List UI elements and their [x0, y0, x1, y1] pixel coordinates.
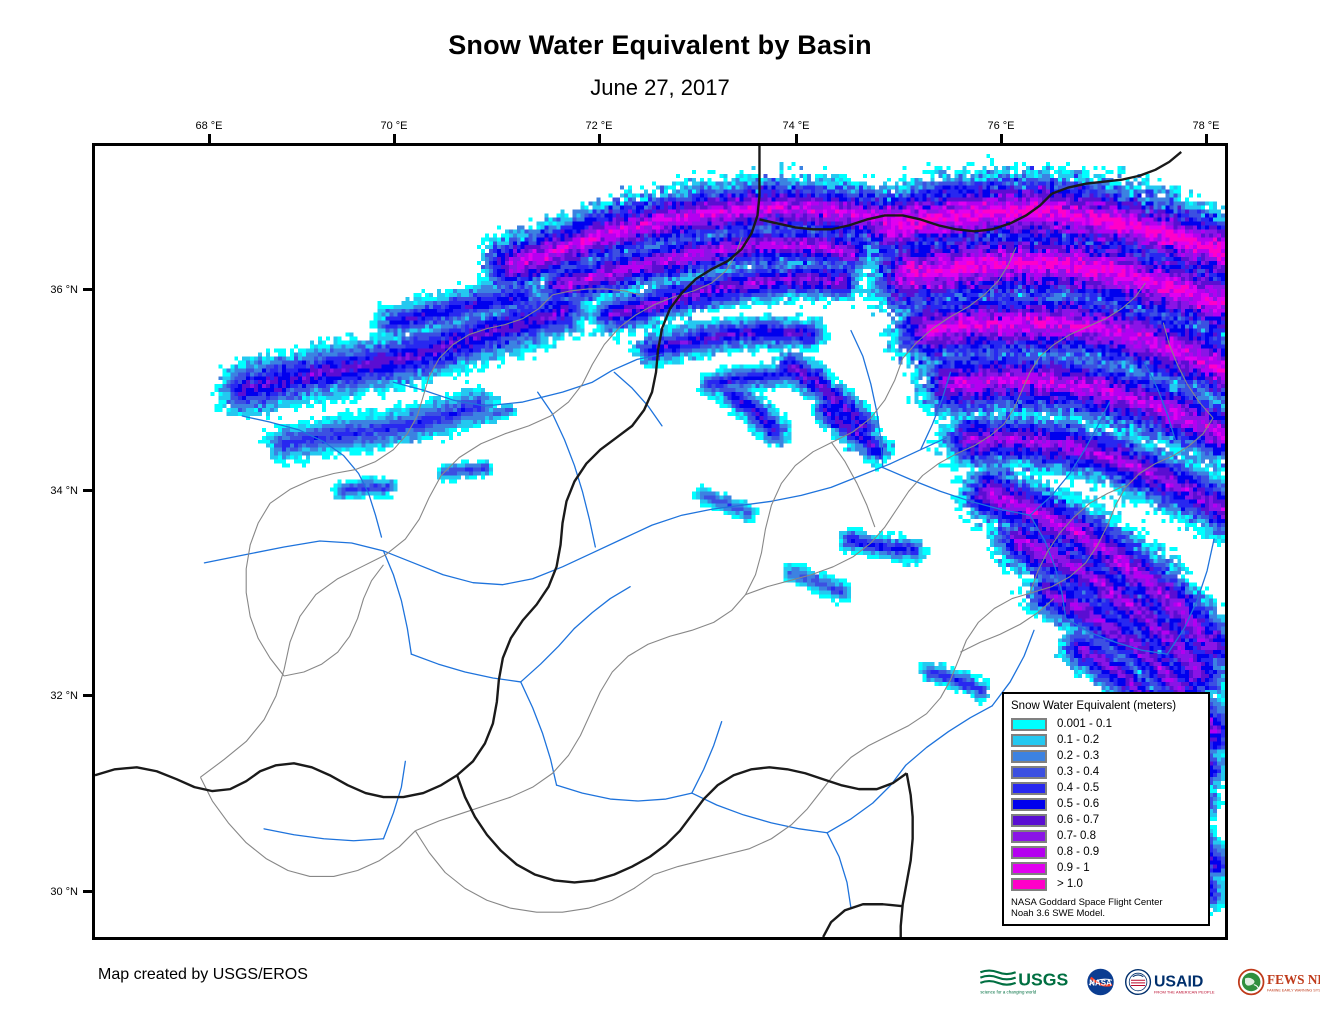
tick-mark-lon-76 [1000, 134, 1003, 143]
legend-swatch [1011, 845, 1047, 859]
legend-label: 0.3 - 0.4 [1057, 766, 1100, 778]
svg-text:USGS: USGS [1018, 970, 1068, 990]
fewsnet-logo: FEWS NET FAMINE EARLY WARNING SYSTEMS NE… [1237, 968, 1320, 996]
legend-class-list: 0.001 - 0.1 0.1 - 0.2 0.2 - 0.3 0.3 - 0.4 0.… [1011, 716, 1201, 892]
rivers-layer [203, 329, 1215, 909]
legend-swatch [1011, 813, 1047, 827]
tick-mark-lon-72 [598, 134, 601, 143]
swe-class-8 [309, 185, 1225, 742]
tick-label-lon-78: 78 °E [1192, 120, 1220, 132]
svg-text:science for a changing world: science for a changing world [980, 989, 1036, 994]
page-subtitle: June 27, 2017 [590, 75, 730, 100]
legend-row: > 1.0 [1011, 876, 1201, 892]
legend-label: 0.7- 0.8 [1057, 830, 1096, 842]
tick-mark-lat-30 [83, 890, 92, 893]
country-borders-layer [95, 146, 1182, 937]
legend-row: 0.2 - 0.3 [1011, 748, 1201, 764]
legend-swatch [1011, 765, 1047, 779]
nasa-logo: NASA [1087, 968, 1114, 996]
basin-boundaries-layer [199, 237, 1214, 913]
legend-row: 0.5 - 0.6 [1011, 796, 1201, 812]
legend-label: 0.9 - 1 [1057, 862, 1090, 874]
swe-class-10 [524, 201, 1225, 536]
legend-row: 0.8 - 0.9 [1011, 844, 1201, 860]
tick-label-lat-34: 34 °N [50, 485, 78, 497]
legend-row: 0.1 - 0.2 [1011, 732, 1201, 748]
legend-swatch [1011, 861, 1047, 875]
legend-label: 0.5 - 0.6 [1057, 798, 1100, 810]
legend-label: 0.1 - 0.2 [1057, 734, 1100, 746]
swe-class-4 [230, 165, 1225, 901]
svg-text:FAMINE EARLY WARNING SYSTEMS N: FAMINE EARLY WARNING SYSTEMS NETWORK [1267, 989, 1320, 993]
tick-mark-lon-74 [795, 134, 798, 143]
legend-row: 0.3 - 0.4 [1011, 764, 1201, 780]
logo-bar: USGS science for a changing world NASA U… [978, 965, 1320, 999]
tick-label-lat-36: 36 °N [50, 284, 78, 296]
legend-swatch [1011, 781, 1047, 795]
tick-mark-lat-32 [83, 694, 92, 697]
tick-label-lon-68: 68 °E [195, 120, 223, 132]
legend-title: Snow Water Equivalent (meters) [1011, 700, 1177, 712]
svg-text:FROM THE AMERICAN PEOPLE: FROM THE AMERICAN PEOPLE [1154, 989, 1215, 994]
legend-label: 0.6 - 0.7 [1057, 814, 1100, 826]
tick-mark-lon-68 [208, 134, 211, 143]
footer-credit: Map created by USGS/EROS [98, 966, 308, 983]
legend-label: 0.2 - 0.3 [1057, 750, 1100, 762]
legend-swatch [1011, 749, 1047, 763]
tick-label-lon-76: 76 °E [987, 120, 1015, 132]
tick-label-lon-72: 72 °E [585, 120, 613, 132]
tick-label-lat-32: 32 °N [50, 690, 78, 702]
swe-class-9 [508, 201, 1225, 671]
swe-class-5 [234, 177, 1225, 897]
tick-mark-lon-70 [393, 134, 396, 143]
legend-row: 0.9 - 1 [1011, 860, 1201, 876]
legend-label: > 1.0 [1057, 878, 1083, 890]
usgs-logo: USGS science for a changing world [979, 969, 1068, 994]
legend-row: 0.4 - 0.5 [1011, 780, 1201, 796]
svg-text:FEWS NET: FEWS NET [1267, 972, 1320, 987]
tick-label-lat-30: 30 °N [50, 886, 78, 898]
svg-text:NASA: NASA [1089, 979, 1112, 988]
svg-text:USAID: USAID [1154, 973, 1203, 990]
legend-row: 0.7- 0.8 [1011, 828, 1201, 844]
tick-mark-lat-36 [83, 288, 92, 291]
legend-label: 0.001 - 0.1 [1057, 718, 1112, 730]
tick-mark-lat-34 [83, 489, 92, 492]
legend-label: 0.4 - 0.5 [1057, 782, 1100, 794]
page-title: Snow Water Equivalent by Basin [448, 30, 872, 60]
legend-swatch [1011, 797, 1047, 811]
legend-label: 0.8 - 0.9 [1057, 846, 1100, 858]
legend-swatch [1011, 829, 1047, 843]
legend-swatch [1011, 877, 1047, 891]
legend-swatch [1011, 733, 1047, 747]
legend-swatch [1011, 717, 1047, 731]
legend-source-line-1: NASA Goddard Space Flight Center [1011, 897, 1163, 908]
tick-label-lon-70: 70 °E [380, 120, 408, 132]
legend-row: 0.001 - 0.1 [1011, 716, 1201, 732]
legend-row: 0.6 - 0.7 [1011, 812, 1201, 828]
swe-raster-layer [210, 153, 1225, 917]
legend-source: NASA Goddard Space Flight Center Noah 3.… [1011, 897, 1201, 919]
tick-mark-lon-78 [1205, 134, 1208, 143]
legend-source-line-2: Noah 3.6 SWE Model. [1011, 908, 1105, 919]
map-legend: Snow Water Equivalent (meters) 0.001 - 0… [1002, 692, 1210, 926]
tick-label-lon-74: 74 °E [782, 120, 810, 132]
usaid-logo: USAID FROM THE AMERICAN PEOPLE [1125, 968, 1215, 996]
